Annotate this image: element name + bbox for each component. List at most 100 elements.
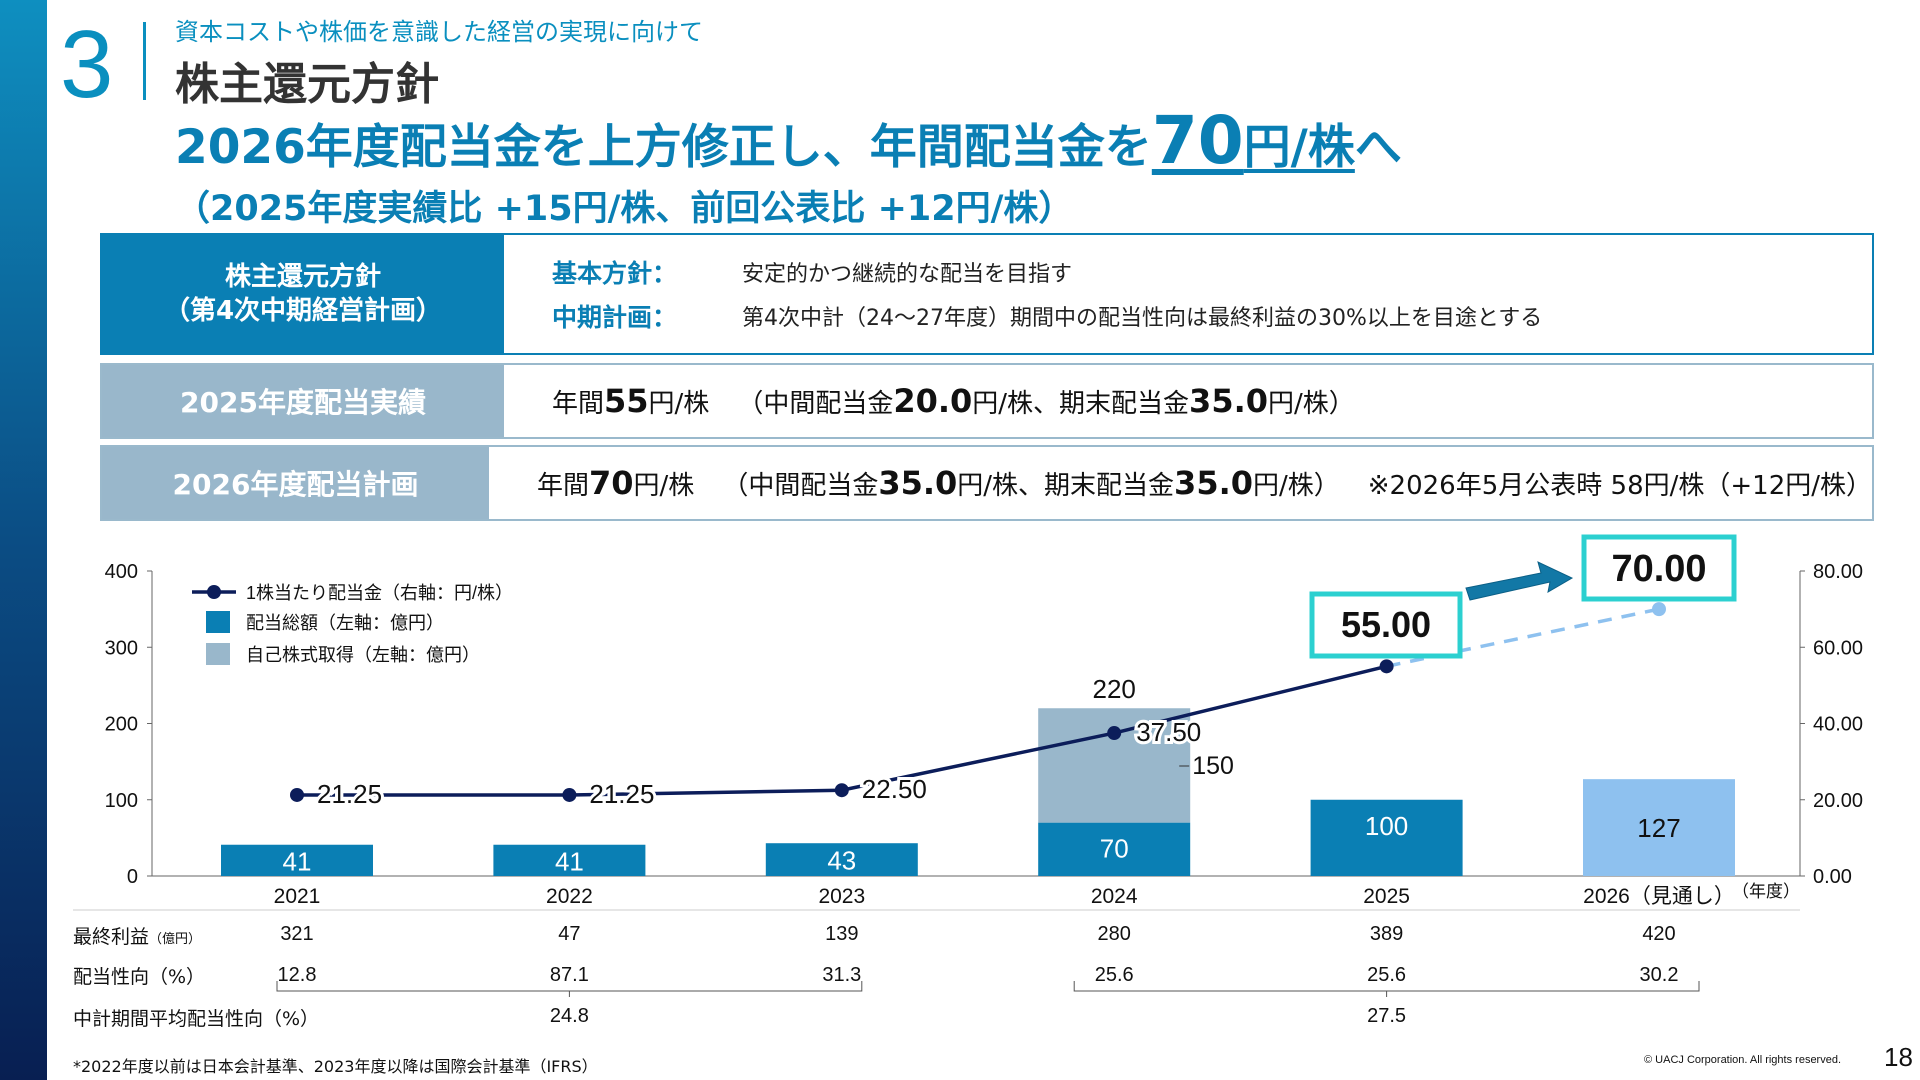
x-category-label: 2025 bbox=[1363, 885, 1410, 908]
dps-point bbox=[1107, 726, 1122, 741]
bar-buyback-label: 150 bbox=[1192, 752, 1234, 780]
plan-2026-detail-mid: 円/株、期末配当金 bbox=[957, 470, 1175, 501]
policy-basic-key: 基本方針： bbox=[552, 259, 678, 288]
results-2025-detail-mid: 円/株、期末配当金 bbox=[972, 388, 1190, 419]
results-2025-detail-pre: （中間配当金 bbox=[737, 388, 894, 419]
bar-dividend-label: 43 bbox=[827, 846, 856, 876]
headline-unit: 円/株 bbox=[1243, 120, 1355, 175]
policy-mid: 中期計画： 第4次中計（24～27年度）期間中の配当性向は最終利益の30%以上を目… bbox=[552, 298, 1542, 334]
payout-value: 25.6 bbox=[1095, 964, 1134, 986]
legend-line-marker bbox=[207, 585, 221, 599]
plan-2026-annual-pre: 年間 bbox=[537, 470, 590, 501]
bar-dividend-total bbox=[1583, 779, 1735, 876]
left-tick-label: 300 bbox=[105, 637, 138, 659]
plan-2026-row: 2026年度配当計画 年間 70 円/株 （中間配当金 35.0 円/株、期末配当金 35.… bbox=[100, 445, 1874, 521]
policy-content: 基本方針： 安定的かつ継続的な配当を目指す 中期計画： 第4次中計（24～27年度）… bbox=[504, 235, 1872, 353]
copyright: © UACJ Corporation. All rights reserved. bbox=[1644, 1054, 1842, 1066]
section-subtitle: 資本コストや株価を意識した経営の実現に向けて bbox=[175, 18, 703, 46]
net-income-value: 280 bbox=[1098, 923, 1131, 945]
headline-amount: 70 bbox=[1151, 102, 1244, 179]
left-tick-label: 0 bbox=[127, 866, 138, 888]
plan-2026-annual-unit: 円/株 bbox=[633, 470, 695, 501]
payout-label: 配当性向（%） bbox=[73, 966, 206, 988]
subheadline: （2025年度実績比 +15円/株、前回公表比 +12円/株） bbox=[175, 189, 1074, 229]
bar-dividend-label: 70 bbox=[1100, 834, 1129, 864]
legend-swatch-buyback bbox=[206, 643, 230, 665]
left-tick-label: 100 bbox=[105, 790, 138, 812]
policy-basic-value: 安定的かつ継続的な配当を目指す bbox=[742, 262, 1073, 287]
bar-dividend-total bbox=[1310, 799, 1463, 876]
dps-point bbox=[290, 787, 304, 802]
callout-2025-box bbox=[1309, 591, 1463, 659]
dps-data-label: 21.25 bbox=[317, 779, 382, 809]
net-income-value: 420 bbox=[1642, 923, 1675, 945]
right-tick-label: 80.00 bbox=[1813, 561, 1863, 583]
policy-label: 株主還元方針 （第4次中期経営計画） bbox=[102, 235, 504, 353]
bar-dividend-label: 127 bbox=[1637, 813, 1680, 843]
results-2025-interim: 20.0 bbox=[893, 382, 973, 420]
right-tick-label: 0.00 bbox=[1813, 866, 1852, 888]
bar-dividend-total bbox=[493, 844, 646, 876]
plan-2026-content: 年間 70 円/株 （中間配当金 35.0 円/株、期末配当金 35.0 円/株） ※2026年… bbox=[489, 447, 1872, 519]
payout-value: 87.1 bbox=[550, 964, 589, 986]
left-accent-strip bbox=[0, 0, 47, 1080]
plan-2026-note: ※2026年5月公表時 58円/株（+12円/株） bbox=[1367, 470, 1872, 501]
dps-point bbox=[1379, 659, 1394, 674]
right-tick-label: 20.00 bbox=[1813, 790, 1863, 812]
plan-2026-yearend: 35.0 bbox=[1174, 464, 1253, 502]
net-income-value: 321 bbox=[280, 923, 313, 945]
headline-suffix: へ bbox=[1354, 120, 1402, 175]
callout-2026-label: 70.00 bbox=[1611, 548, 1706, 590]
section-title: 株主還元方針 bbox=[175, 59, 439, 110]
dps-point bbox=[1652, 602, 1666, 617]
bar-dividend-label: 100 bbox=[1365, 811, 1408, 841]
payout-value: 30.2 bbox=[1640, 964, 1679, 986]
dps-data-label: 22.50 bbox=[862, 774, 927, 804]
net-income-value: 139 bbox=[825, 923, 858, 945]
headline-part1: 2026年度配当金を上方修正し、年間配当金を bbox=[175, 120, 1152, 175]
results-2025-annual-pre: 年間 bbox=[552, 388, 605, 419]
arrow-icon bbox=[1465, 561, 1574, 601]
dps-point bbox=[834, 783, 849, 798]
section-number: 3 bbox=[60, 11, 114, 118]
legend-item-buyback: 自己株式取得（左軸：億円） bbox=[246, 645, 480, 665]
payout-value: 12.8 bbox=[278, 964, 317, 986]
legend-item-dividend: 配当総額（左軸：億円） bbox=[246, 613, 444, 633]
dps-point bbox=[562, 787, 577, 802]
results-2025-label: 2025年度配当実績 bbox=[102, 365, 504, 437]
dps-data-label: 21.25 bbox=[589, 779, 654, 809]
avg-payout-value: 24.8 bbox=[550, 1005, 589, 1027]
headline: 2026年度配当金を上方修正し、年間配当金を70円/株へ bbox=[175, 105, 1402, 184]
x-category-label: 2022 bbox=[546, 885, 593, 908]
callout-2025-label: 55.00 bbox=[1341, 604, 1431, 645]
net-income-value: 47 bbox=[558, 923, 580, 945]
policy-row: 株主還元方針 （第4次中期経営計画） 基本方針： 安定的かつ継続的な配当を目指す … bbox=[100, 233, 1874, 355]
stack-total-label: 220 bbox=[1093, 674, 1136, 704]
legend-item-dps: 1株当たり配当金（右軸：円/株） bbox=[246, 583, 513, 603]
avg-payout-value: 27.5 bbox=[1367, 1005, 1406, 1027]
plan-2026-label: 2026年度配当計画 bbox=[102, 447, 489, 519]
dps-data-label: 37.50 bbox=[1136, 717, 1201, 747]
policy-mid-value: 第4次中計（24～27年度）期間中の配当性向は最終利益の30%以上を目途とする bbox=[742, 306, 1543, 331]
bar-dividend-total bbox=[221, 844, 373, 876]
policy-label-line2: （第4次中期経営計画） bbox=[163, 296, 443, 326]
bar-dividend-total bbox=[1038, 822, 1191, 876]
bar-dividend-label: 41 bbox=[283, 846, 312, 876]
right-tick-label: 40.00 bbox=[1813, 714, 1863, 736]
x-unit-label: （年度） bbox=[1732, 882, 1800, 901]
footnote: *2022年度以前は日本会計基準、2023年度以降は国際会計基準（IFRS） bbox=[73, 1057, 598, 1076]
section-divider bbox=[143, 22, 146, 100]
net-income-value: 389 bbox=[1370, 923, 1403, 945]
avg-payout-label: 中計期間平均配当性向（%） bbox=[73, 1008, 320, 1030]
x-category-label: 2026（見通し） bbox=[1583, 885, 1735, 908]
policy-mid-key: 中期計画： bbox=[552, 303, 678, 332]
payout-value: 25.6 bbox=[1367, 964, 1406, 986]
left-tick-label: 400 bbox=[105, 561, 138, 583]
callout-2026-box bbox=[1581, 534, 1737, 602]
results-2025-annual-value: 55 bbox=[604, 382, 649, 420]
bar-dividend-total bbox=[765, 843, 918, 876]
legend-swatch-dividend bbox=[206, 611, 230, 633]
results-2025-annual-unit: 円/株 bbox=[648, 388, 710, 419]
left-tick-label: 200 bbox=[105, 714, 138, 736]
